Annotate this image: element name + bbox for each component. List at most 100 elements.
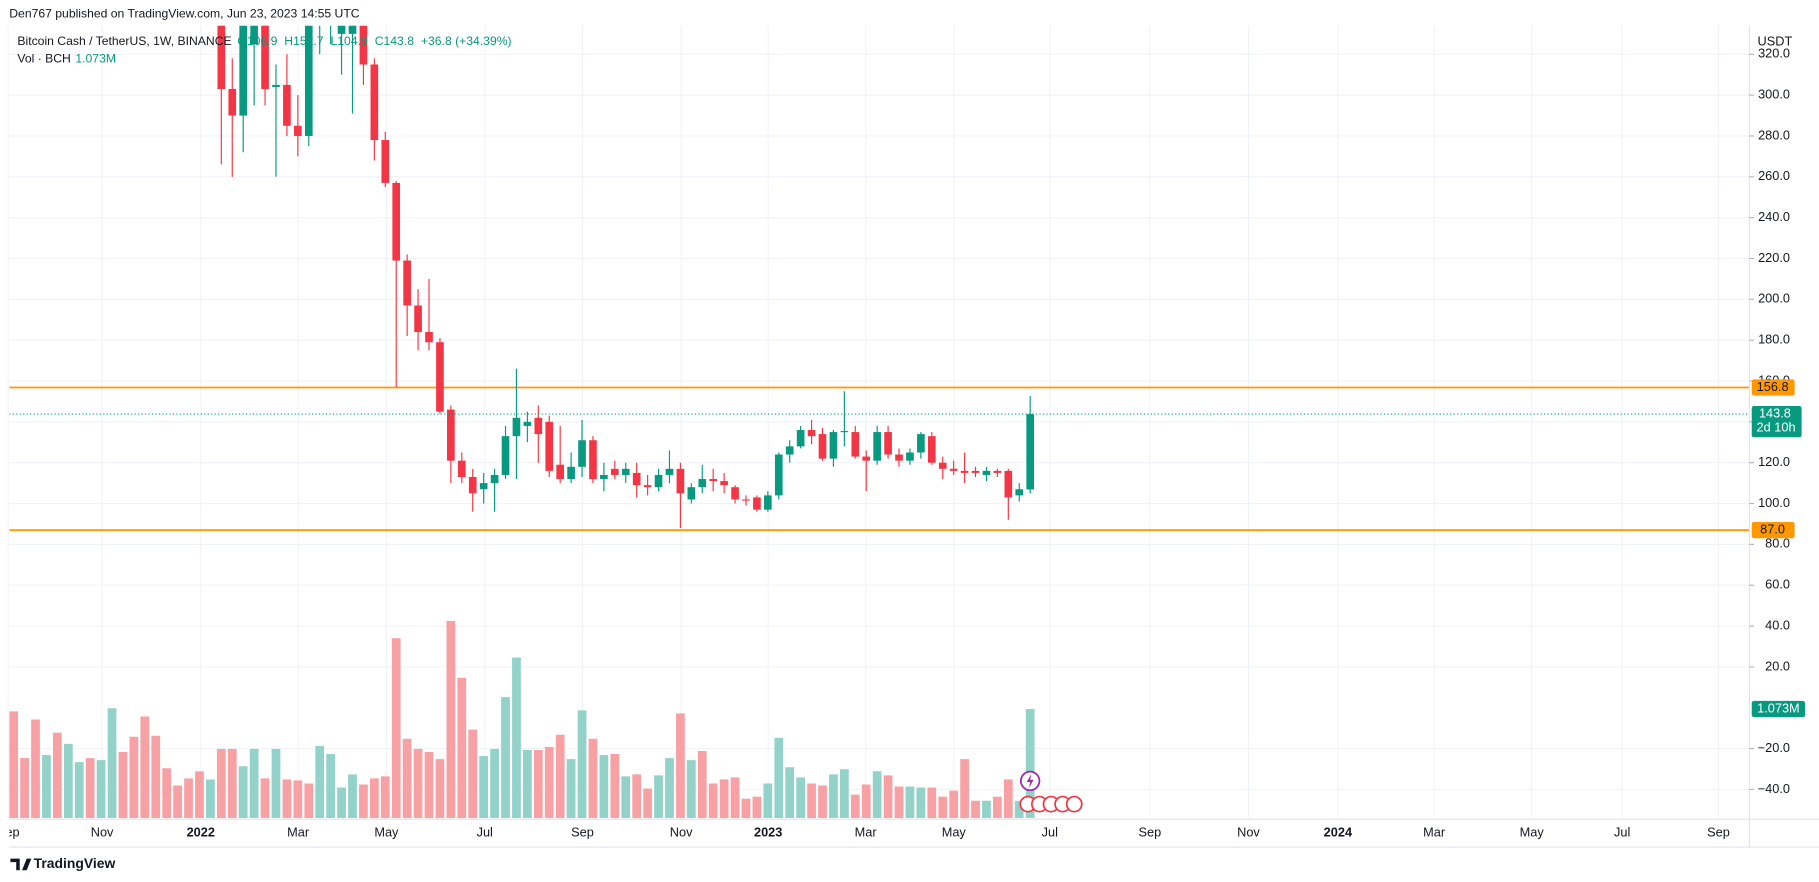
level-badge: [1751, 379, 1795, 396]
volume-bar: [1025, 709, 1035, 819]
candle-body: [654, 474, 663, 488]
volume-pane: [9, 620, 1035, 819]
volume-bar: [129, 736, 139, 819]
volume-bar: [763, 783, 773, 819]
volume-bar: [63, 743, 73, 819]
candle-body: [895, 454, 903, 461]
y-tick-label: 60.0: [1765, 577, 1790, 592]
volume-bar: [829, 774, 838, 819]
volume-bar: [140, 716, 150, 819]
volume-bar: [31, 719, 40, 819]
y-tick-label: 180.0: [1758, 332, 1790, 347]
volume-bar: [752, 796, 762, 819]
candle-body: [873, 432, 881, 461]
last-price-label: 143.8: [1759, 405, 1791, 420]
volume-name: Vol · BCH: [17, 52, 70, 66]
candle-body: [851, 432, 860, 457]
y-tick-label: 20.0: [1765, 658, 1790, 673]
volume-bar: [577, 710, 587, 819]
volume-bar: [610, 754, 620, 819]
volume-bar: [741, 798, 751, 819]
candle-body: [578, 440, 586, 467]
volume-bar: [697, 750, 707, 819]
volume-bar: [686, 760, 696, 819]
volume-bar: [337, 787, 346, 819]
volume-bar: [555, 734, 565, 819]
ohlc-value: L104.9: [331, 34, 368, 48]
candle-body: [468, 476, 477, 494]
volume-bar: [774, 737, 784, 819]
volume-bar: [195, 771, 204, 819]
y-tick-label: 300.0: [1758, 86, 1790, 101]
candle-body: [250, 25, 258, 45]
volume-bar: [74, 762, 84, 819]
candle-body: [840, 431, 849, 433]
x-tick-label: Mar: [1423, 824, 1446, 839]
footer-text: TradingView: [34, 855, 116, 871]
volume-bar: [993, 796, 1002, 819]
countdown: 2d 10h: [1757, 419, 1796, 434]
volume-bar: [468, 729, 478, 819]
volume-bar: [523, 749, 532, 819]
candle-body: [239, 25, 248, 116]
candle-body: [294, 125, 302, 136]
volume-bar: [348, 774, 357, 819]
candle-body: [403, 260, 411, 306]
volume-bar: [960, 759, 969, 819]
volume-bar: [42, 755, 51, 819]
y-tick-label: 120.0: [1758, 454, 1790, 469]
volume-bar: [599, 755, 609, 819]
candle-body: [272, 84, 280, 87]
candle-body: [949, 468, 958, 471]
volume-bar: [872, 771, 882, 819]
candle-body: [610, 468, 619, 475]
x-tick-label: Nov: [1237, 824, 1260, 839]
volume-legend-value: 1.073M: [75, 52, 116, 66]
candle-body: [731, 487, 739, 500]
candle-body: [436, 342, 444, 412]
volume-bar: [905, 786, 915, 819]
volume-bar: [807, 783, 816, 819]
candle-body: [960, 470, 969, 473]
volume-bar: [501, 697, 510, 819]
volume-bar: [369, 778, 379, 819]
candle-body: [774, 454, 783, 496]
candle-body: [501, 436, 510, 475]
candle-body: [1026, 414, 1035, 490]
candle-body: [1015, 489, 1024, 496]
level-badge: [1751, 521, 1795, 539]
volume-bar: [971, 800, 980, 819]
candle-body: [447, 409, 455, 461]
candle-body: [556, 464, 564, 480]
x-tick-label: May: [942, 824, 967, 839]
x-tick-label: Sep: [1707, 824, 1730, 839]
candle-body: [862, 456, 871, 461]
x-axis-labels: Sep Nov 2022 Mar May Jul Sep Nov 2023 Mar May Jul Se…: [9, 824, 1730, 839]
publisher: Den767 published on TradingView.com, Jun…: [9, 6, 359, 20]
volume-bar: [107, 708, 117, 819]
ohlc-value: C143.8: [375, 34, 414, 48]
candle-body: [971, 470, 980, 473]
volume-bar: [457, 677, 467, 819]
candle-body: [283, 84, 291, 126]
candle-body: [818, 434, 827, 459]
volume-bar: [643, 788, 652, 819]
y-tick-label: 260.0: [1758, 168, 1790, 183]
volume-bar: [916, 787, 926, 819]
x-tick-label: Jul: [1614, 824, 1630, 839]
volume-bar: [938, 796, 948, 819]
volume-bar: [927, 787, 937, 819]
candle-body: [425, 332, 433, 343]
volume-bar: [293, 780, 303, 819]
volume-bar: [96, 760, 106, 819]
grid: [7, 25, 1750, 819]
candle-body: [261, 25, 269, 89]
volume-bar: [118, 751, 128, 819]
candle-body: [337, 25, 346, 34]
candle-body: [1004, 470, 1013, 498]
event-icon[interactable]: [1065, 795, 1083, 813]
level-badge-label: 87.0: [1760, 521, 1785, 536]
volume-bar: [53, 732, 62, 819]
volume-bar: [85, 758, 95, 819]
